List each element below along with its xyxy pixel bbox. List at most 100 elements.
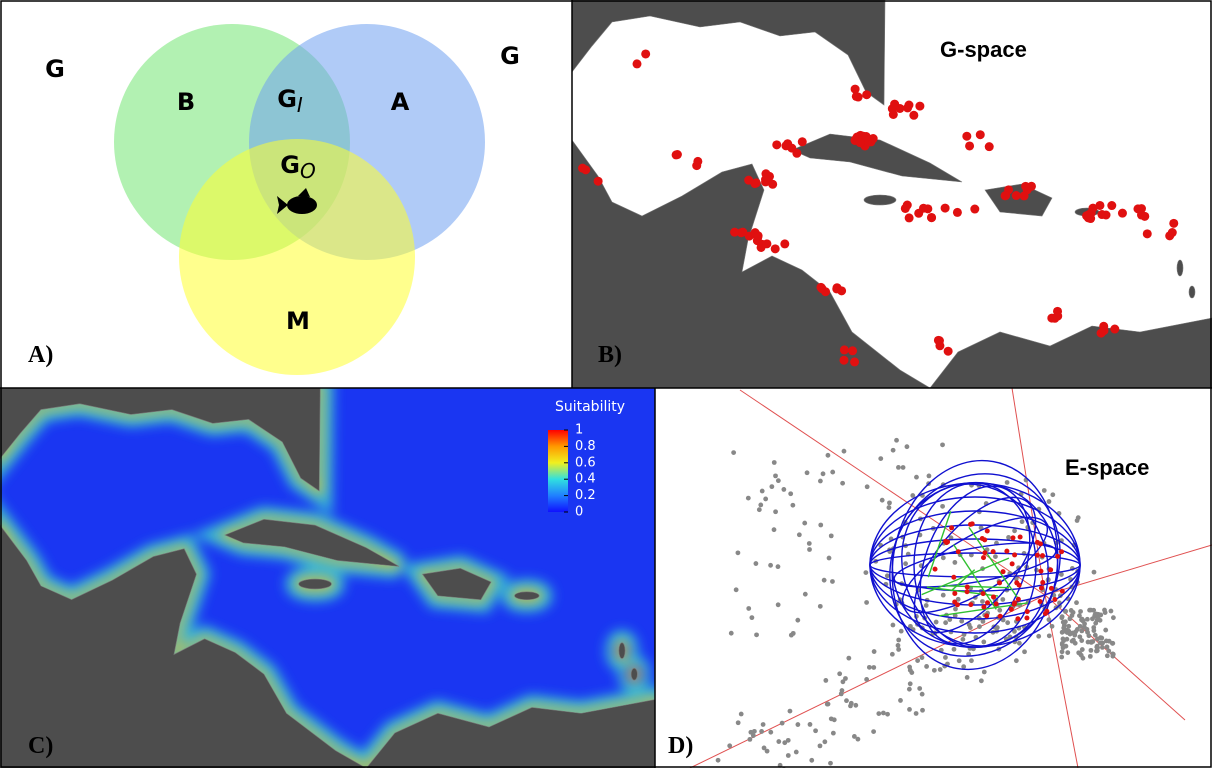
occurrence-point	[962, 132, 971, 141]
tick-label: 0.6	[575, 455, 596, 470]
background-point	[885, 573, 890, 578]
occurrence-point	[1016, 597, 1021, 602]
background-point	[747, 737, 752, 742]
background-point	[749, 615, 754, 620]
background-point	[867, 665, 872, 670]
background-point	[914, 475, 919, 480]
background-point	[896, 647, 901, 652]
occurrence-point	[1169, 219, 1178, 228]
background-point	[830, 579, 835, 584]
occurrence-point	[768, 180, 777, 189]
background-points	[716, 438, 1116, 768]
background-point	[1100, 645, 1105, 650]
background-point	[1005, 480, 1010, 485]
occurrence-point	[998, 614, 1003, 619]
background-point	[957, 658, 962, 663]
background-point	[757, 507, 762, 512]
background-point	[776, 602, 781, 607]
occurrence-point	[952, 591, 957, 596]
occurrence-point	[1015, 616, 1020, 621]
occurrence-point	[956, 549, 961, 554]
panel-label: C)	[28, 733, 53, 759]
background-point	[769, 484, 774, 489]
occurrence-point	[934, 336, 943, 345]
occurrence-point	[991, 594, 996, 599]
occurrence-point	[905, 213, 914, 222]
background-point	[716, 758, 721, 763]
occurrence-point	[1055, 554, 1060, 559]
occurrence-point	[862, 132, 871, 141]
background-point	[891, 623, 896, 628]
background-point	[917, 686, 922, 691]
background-point	[825, 702, 830, 707]
set-label: M	[286, 307, 310, 335]
background-point	[941, 555, 946, 560]
background-point	[807, 541, 812, 546]
panel-title: G-space	[940, 37, 1027, 62]
background-point	[763, 497, 768, 502]
background-point	[920, 655, 925, 660]
background-point	[1092, 570, 1097, 575]
occurrence-point	[1027, 182, 1036, 191]
occurrence-point	[952, 599, 957, 604]
occurrence-point	[909, 111, 918, 120]
background-point	[840, 688, 845, 693]
occurrence-point	[1095, 201, 1104, 210]
occurrence-point	[744, 176, 753, 185]
axes	[690, 388, 1212, 768]
panel-label: B)	[598, 342, 622, 368]
occurrence-point	[1044, 609, 1049, 614]
background-point	[953, 607, 958, 612]
occurrence-point	[944, 347, 953, 356]
occurrence-point	[951, 575, 956, 580]
occurrence-point	[970, 521, 975, 526]
occurrence-point	[692, 161, 701, 170]
background-point	[762, 746, 767, 751]
occurrence-point	[816, 283, 825, 292]
background-point	[1066, 624, 1071, 629]
occurrence-point	[1038, 569, 1043, 574]
background-point	[1093, 633, 1098, 638]
background-point	[899, 629, 904, 634]
background-point	[1090, 616, 1095, 621]
occurrence-point	[927, 213, 936, 222]
occurrence-point	[1039, 586, 1044, 591]
background-point	[828, 761, 833, 766]
background-point	[786, 753, 791, 758]
occurrence-point	[851, 85, 860, 94]
background-point	[1065, 650, 1070, 655]
background-point	[746, 606, 751, 611]
background-point	[1063, 619, 1068, 624]
occurrence-point	[919, 204, 928, 213]
background-point	[830, 470, 835, 475]
background-point	[831, 731, 836, 736]
occurrence-point	[1052, 597, 1057, 602]
background-point	[761, 722, 766, 727]
occurrence-point	[1099, 322, 1108, 331]
background-point	[818, 479, 823, 484]
background-point	[880, 498, 885, 503]
background-point	[1000, 597, 1005, 602]
background-point	[1098, 613, 1103, 618]
background-point	[920, 692, 925, 697]
background-point	[781, 487, 786, 492]
occurrence-point	[982, 537, 987, 542]
set-label: B	[177, 88, 195, 116]
occurrence-point	[780, 239, 789, 248]
tick-label: 1	[575, 423, 583, 438]
background-point	[759, 729, 764, 734]
occurrence-point	[1004, 549, 1009, 554]
occurrence-point	[1038, 599, 1043, 604]
background-point	[1086, 640, 1091, 645]
background-point	[865, 484, 870, 489]
background-point	[1014, 658, 1019, 663]
background-point	[969, 658, 974, 663]
background-point	[1093, 621, 1098, 626]
background-point	[1047, 499, 1052, 504]
background-point	[805, 470, 810, 475]
occurrence-point	[581, 165, 590, 174]
background-point	[746, 496, 751, 501]
occurrence-point	[781, 141, 790, 150]
ellipsoid	[857, 443, 1093, 688]
occurrence-point	[1168, 228, 1177, 237]
